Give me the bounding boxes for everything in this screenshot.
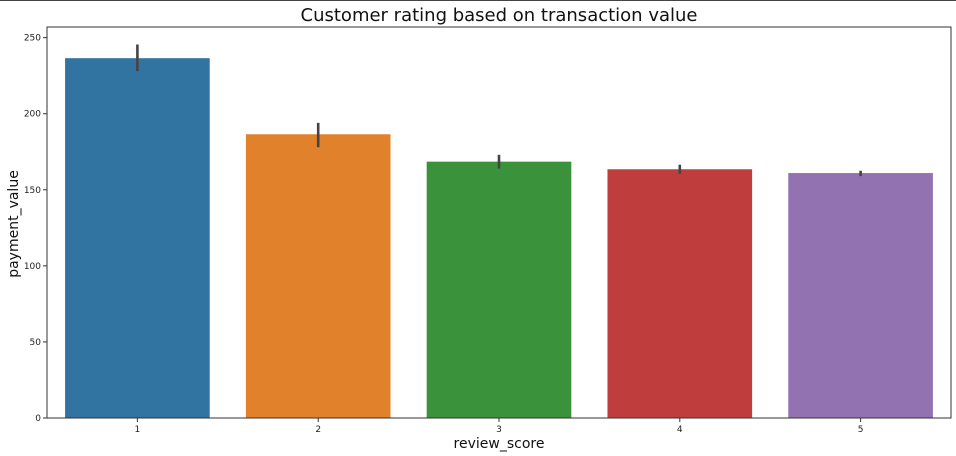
x-tick-label-1: 1	[135, 425, 141, 435]
bar-3	[426, 161, 572, 418]
y-tick-label-200: 200	[24, 110, 41, 120]
x-tick-label-3: 3	[496, 425, 502, 435]
error-bars-group	[136, 44, 862, 177]
y-tick-label-100: 100	[24, 262, 41, 272]
x-axis: 1 2 3 4 5	[135, 418, 864, 435]
y-axis: 0 50 100 150 200 250	[24, 34, 47, 424]
y-tick-label-50: 50	[30, 338, 42, 348]
y-tick-label-250: 250	[24, 34, 41, 44]
y-tick-label-150: 150	[24, 186, 41, 196]
chart-title: Customer rating based on transaction val…	[301, 5, 698, 26]
x-tick-label-5: 5	[858, 425, 864, 435]
bar-5	[788, 173, 933, 418]
plot-frame	[46, 26, 952, 419]
x-tick-label-4: 4	[677, 425, 683, 435]
x-axis-label: review_score	[454, 436, 545, 452]
bars-group	[65, 58, 933, 418]
bar-1	[65, 58, 210, 418]
y-tick-label-0: 0	[35, 414, 41, 424]
bar-4	[607, 169, 753, 418]
y-axis-label: payment_value	[6, 170, 22, 278]
bar-2	[245, 134, 391, 418]
x-tick-label-2: 2	[315, 425, 321, 435]
